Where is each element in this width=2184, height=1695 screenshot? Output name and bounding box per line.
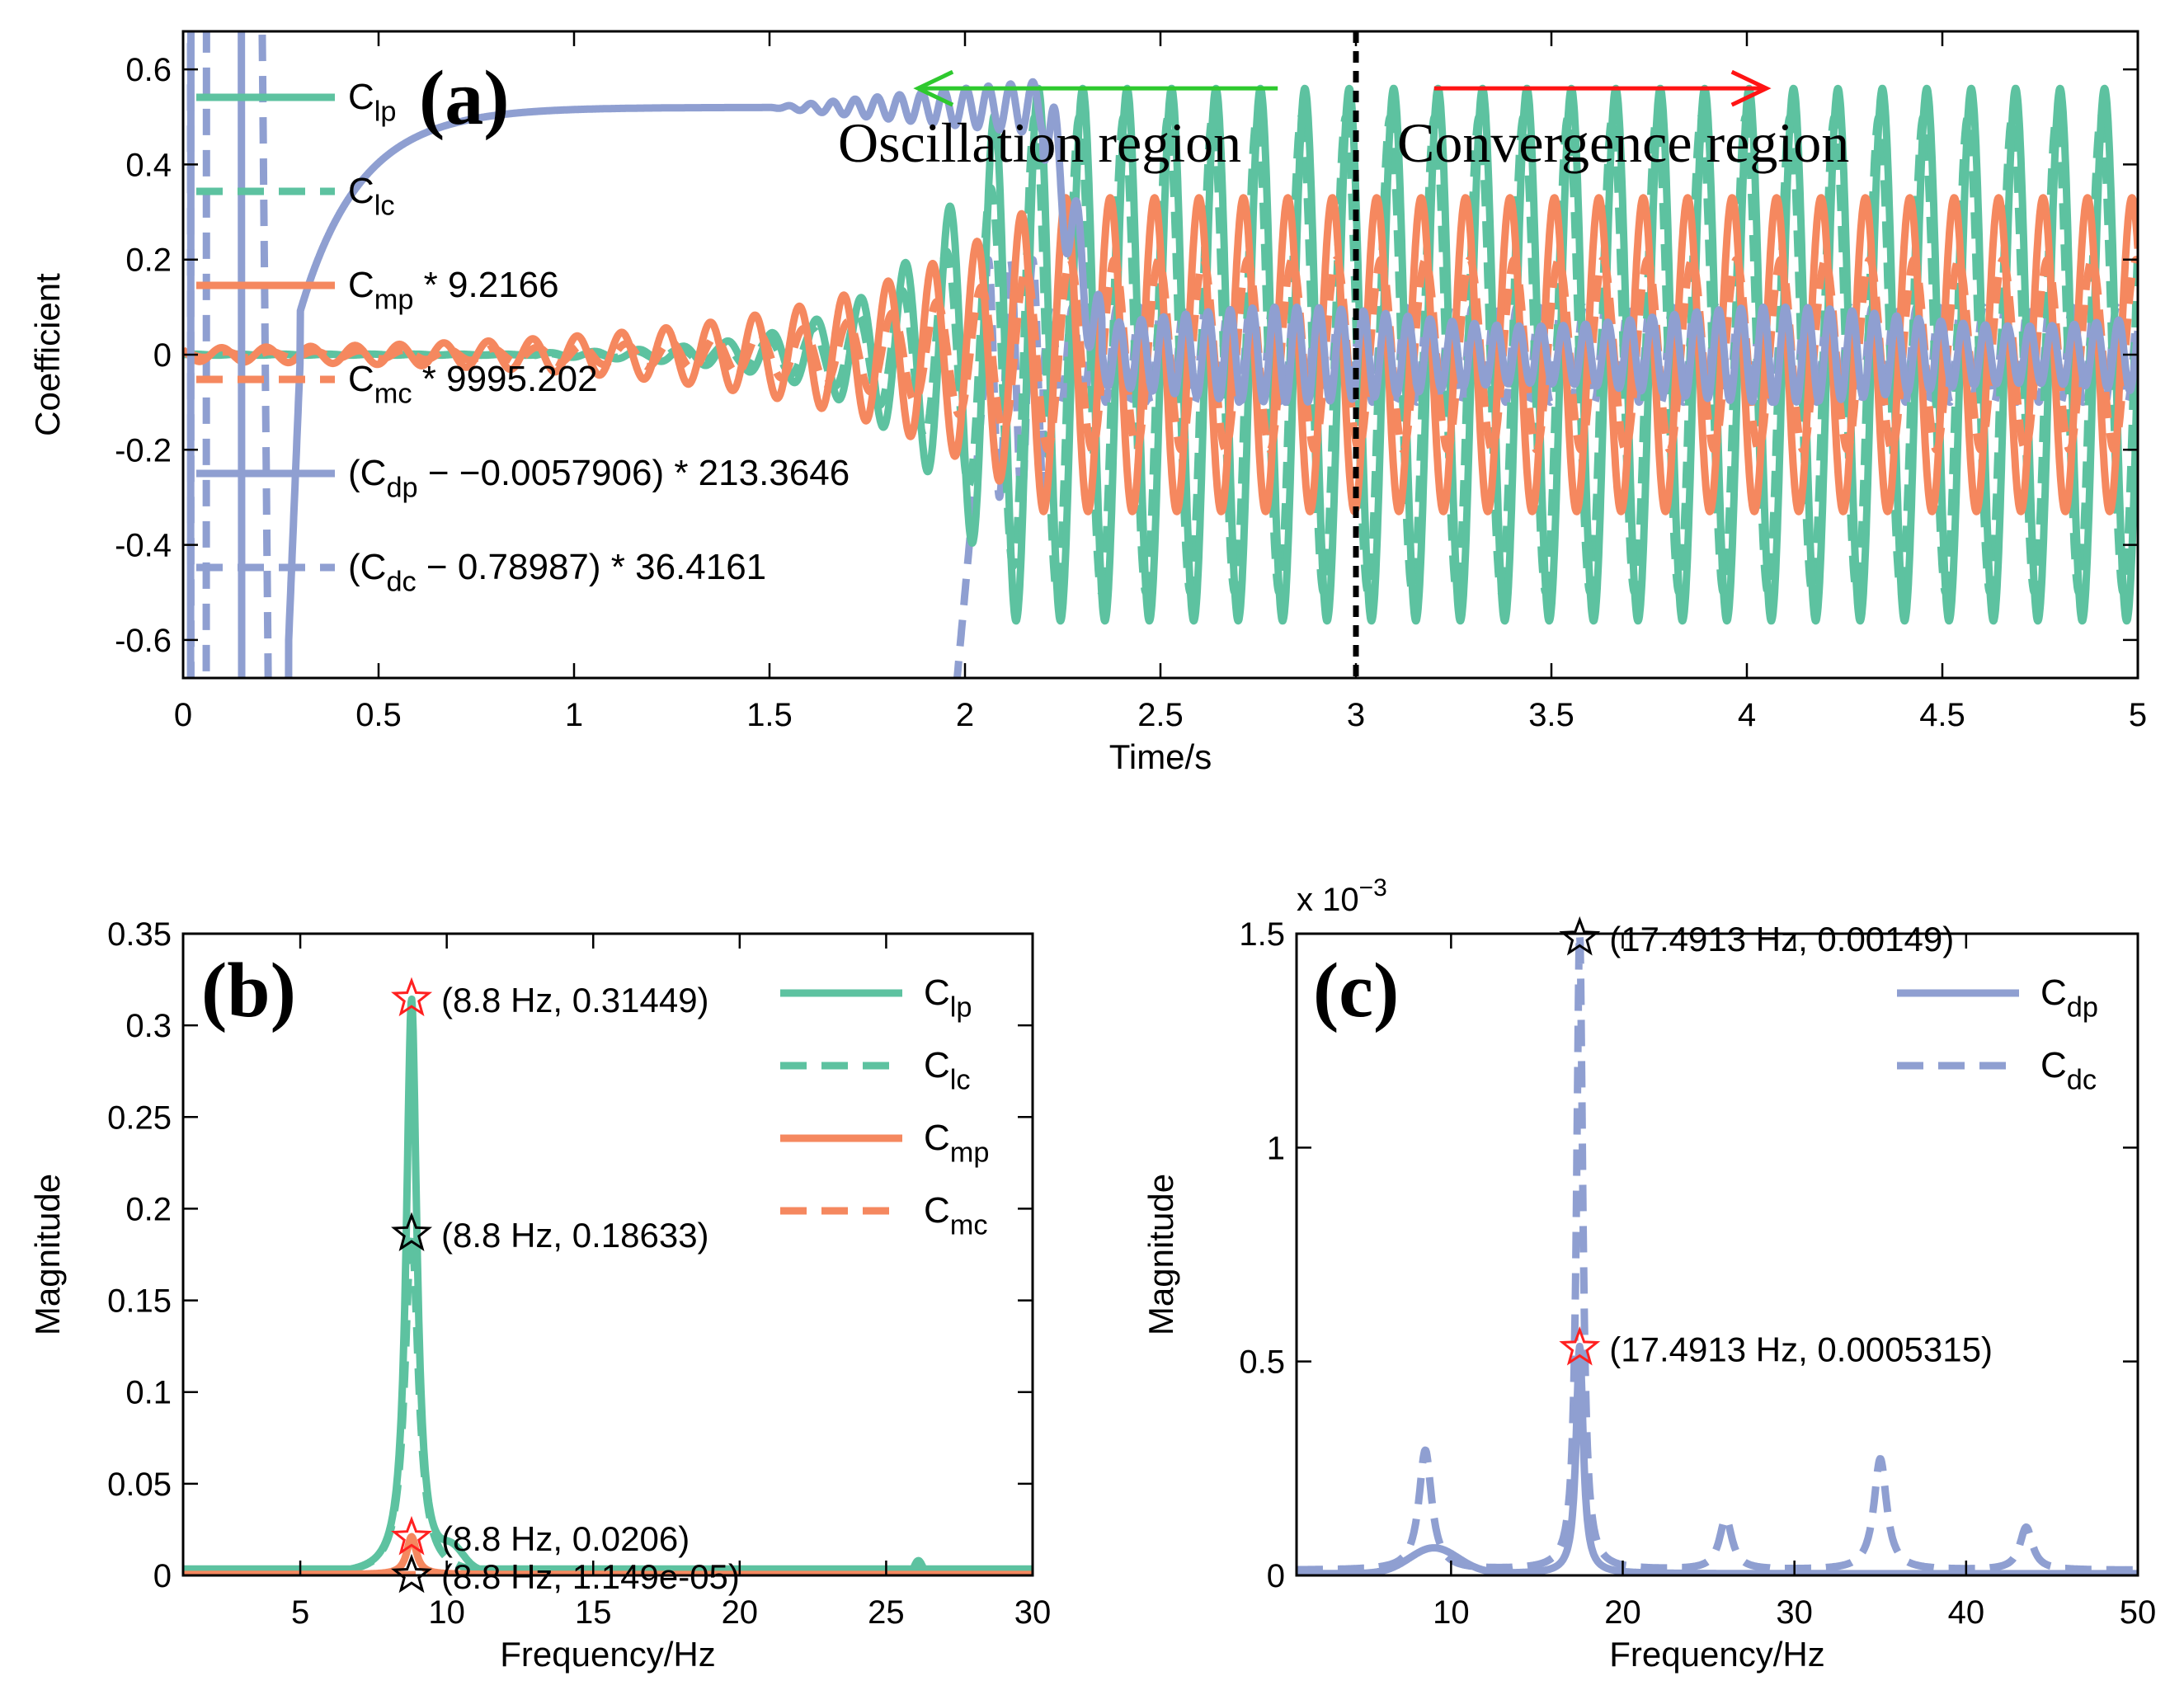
x-axis-label: Time/s [1109, 737, 1212, 776]
legend-label: Clp [348, 77, 397, 128]
x-tick-label: 10 [1433, 1594, 1470, 1631]
y-tick-label: 1 [1267, 1130, 1285, 1166]
y-tick-label: 0.35 [107, 916, 172, 953]
y-tick-label: -0.4 [115, 528, 172, 564]
panel-label-b: (b) [201, 948, 296, 1033]
series-lp-spectrum [183, 995, 1033, 1573]
x-tick-label: 25 [868, 1594, 905, 1631]
oscillation-region-label: Oscillation region [838, 111, 1241, 174]
x-tick-label: 5 [291, 1594, 309, 1631]
x-tick-label: 2 [956, 697, 974, 733]
x-tick-label: 20 [1604, 1594, 1641, 1631]
legend-label: Cdp [2040, 972, 2098, 1024]
y-tick-label: 0.3 [125, 1008, 172, 1044]
y-tick-label: 0 [1267, 1558, 1285, 1594]
x-tick-label: 3 [1347, 697, 1365, 733]
peak-star-0 [391, 977, 433, 1017]
legend-label: Clc [348, 171, 395, 222]
x-tick-label: 50 [2120, 1594, 2157, 1631]
series-mp-line [183, 194, 2138, 516]
legend-label: Cmp [924, 1118, 989, 1169]
peak-star-2 [391, 1515, 433, 1556]
oscillation-arrow [913, 69, 1278, 107]
peak-label-2: (8.8 Hz, 0.0206) [441, 1519, 690, 1558]
peak-label-3: (8.8 Hz, 1.149e-05) [441, 1557, 740, 1596]
x-tick-label: 30 [1776, 1594, 1813, 1631]
peak-star-1 [1559, 1325, 1601, 1366]
series-dc-spectrum [1297, 934, 2138, 1574]
panel-label-c: (c) [1313, 948, 1399, 1033]
peak-star-0 [1559, 916, 1601, 956]
panel-a-axes: 0 0.5 1 1.5 2 2.5 3 3.5 4 4.5 5 -0.6 -0.4 -0.2 0 0.2 0.4… [28, 30, 2147, 776]
x-tick-label: 0.5 [355, 697, 402, 733]
x-tick-label: 40 [1948, 1594, 1985, 1631]
y-axis-label: Magnitude [1141, 1174, 1180, 1335]
x-tick-label: 10 [428, 1594, 465, 1631]
y-tick-label: 0.15 [107, 1283, 172, 1320]
y-tick-label: 0.25 [107, 1099, 172, 1136]
y-tick-label: 0.2 [125, 242, 172, 279]
legend-label: (Cdc − 0.78987) * 36.4161 [348, 547, 766, 598]
x-axis-label: Frequency/Hz [500, 1635, 715, 1674]
y-tick-label: 1.5 [1239, 916, 1285, 953]
y-tick-label: 0.1 [125, 1375, 172, 1411]
legend-label: Clp [924, 972, 972, 1024]
y-tick-label: 0.2 [125, 1191, 172, 1227]
legend-label: (Cdp − −0.0057906) * 213.3646 [348, 453, 850, 504]
legend-label: Clc [924, 1045, 971, 1096]
x-tick-label: 4 [1738, 697, 1756, 733]
y-tick-label: 0.5 [1239, 1344, 1285, 1381]
legend-label: Cdc [2040, 1045, 2097, 1096]
y-tick-label: 0 [153, 1558, 172, 1594]
y-axis-label: Magnitude [28, 1174, 67, 1335]
x-tick-label: 0 [174, 697, 192, 733]
legend-label: Cmc [924, 1190, 988, 1241]
panel-c-frame [1295, 932, 2139, 1577]
x-tick-label: 3.5 [1528, 697, 1574, 733]
convergence-arrow [1433, 69, 1772, 107]
peak-star-3 [391, 1553, 433, 1594]
panel-b-axes: 5 10 15 20 25 30 0 0.05 0.1 0.15 0.2 0.25 0.3 0.35 Fre… [28, 916, 1051, 1674]
y-tick-label: -0.2 [115, 432, 172, 468]
peak-label-0: (8.8 Hz, 0.31449) [441, 981, 709, 1019]
x-tick-label: 2.5 [1137, 697, 1184, 733]
legend-label: Cmc * 9995.202 [348, 359, 598, 410]
y-tick-label: -0.6 [115, 623, 172, 659]
panel-label-a: (a) [419, 55, 510, 141]
x-tick-label: 20 [722, 1594, 759, 1631]
y-tick-label: 0.4 [125, 147, 172, 183]
peak-label-1: (8.8 Hz, 0.18633) [441, 1216, 709, 1255]
peak-label-1: (17.4913 Hz, 0.0005315) [1609, 1330, 1993, 1368]
x-tick-label: 30 [1014, 1594, 1052, 1631]
y-tick-label: 0 [153, 337, 172, 374]
x-tick-label: 5 [2129, 697, 2147, 733]
peak-label-0: (17.4913 Hz, 0.00149) [1609, 920, 1954, 958]
y-exponent-label: x 10−3 [1297, 874, 1387, 918]
y-tick-label: 0.05 [107, 1467, 172, 1503]
x-tick-label: 1 [565, 697, 583, 733]
panel-c-axes: 10 20 30 40 50 0 0.5 1 1.5 Frequency/Hz Magnitude [1141, 916, 2156, 1674]
x-axis-label: Frequency/Hz [1609, 1635, 1824, 1674]
convergence-region-label: Convergence region [1397, 111, 1849, 174]
series-dp-spectrum [1297, 1342, 2138, 1575]
series-dp-line [186, 31, 2138, 678]
panel-b-frame [181, 932, 1034, 1577]
x-tick-label: 1.5 [746, 697, 793, 733]
legend-label: Cmp * 9.2166 [348, 265, 559, 316]
peak-star-1 [391, 1212, 433, 1252]
x-tick-label: 4.5 [1919, 697, 1965, 733]
y-axis-label: Coefficient [28, 273, 67, 436]
x-tick-label: 15 [575, 1594, 612, 1631]
y-tick-label: 0.6 [125, 52, 172, 88]
